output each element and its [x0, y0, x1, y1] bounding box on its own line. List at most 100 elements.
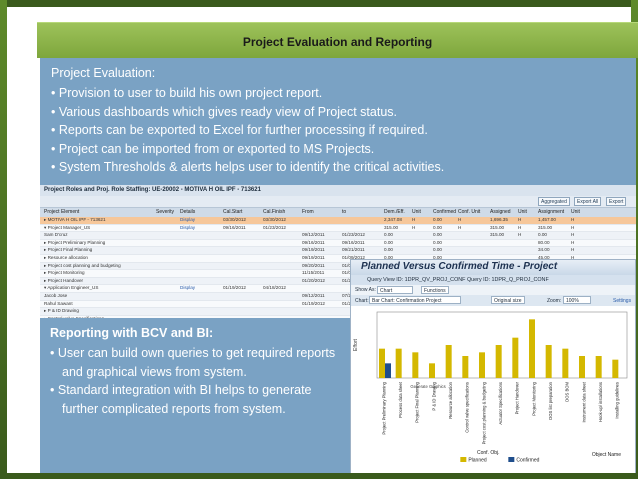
table-row[interactable]: ▸ P & ID Drawing [40, 308, 636, 316]
column-header[interactable]: Conf. Unit [458, 209, 481, 215]
evaluation-bullet: System Thresholds & alerts helps user to… [51, 158, 444, 177]
table-cell: 11/15/2011 [302, 270, 325, 276]
x-tick-label: DOS list preparation [548, 381, 553, 419]
bar-planned [579, 356, 585, 378]
column-header[interactable]: Details [180, 209, 196, 215]
legend-label: Planned [468, 458, 487, 464]
evaluation-bullet: Various dashboards which gives ready vie… [51, 103, 444, 122]
table-cell: ▸ Project Preliminary Planning [44, 239, 106, 245]
project-evaluation-panel: Project Evaluation: Provision to user to… [40, 58, 636, 185]
slide-header: Project Evaluation and Reporting [37, 22, 638, 58]
table-row[interactable]: ▸ MOTIVA H OIL IPF - 713621 Display 03/30/… [40, 217, 636, 225]
x-tick-label: Process data sheet [398, 381, 403, 418]
table-row[interactable]: ▾ Project Manager_US Display 09/16/2011 01/… [40, 224, 636, 233]
table-row[interactable]: ▸ Resource allocation 09/19/2011 01/09/201… [40, 254, 636, 263]
table-cell: ▸ Resource allocation [44, 254, 88, 260]
table-cell: 0.00 [384, 247, 393, 253]
bar-planned [429, 363, 435, 378]
table-cell: 1,457.00 [538, 217, 556, 222]
table-row[interactable]: ▸ Project Preliminary Planning 09/16/2011… [40, 239, 636, 248]
table-cell: 45.00 [538, 254, 550, 260]
left-border [0, 0, 7, 479]
table-header-row: Project Element Severity Details Cal.Start C… [40, 208, 636, 217]
chart-type-select[interactable]: Bar Chart: Confirmation Project [369, 296, 461, 304]
column-header[interactable]: Unit [571, 209, 580, 215]
table-cell: 0.00 [433, 247, 442, 253]
column-header[interactable]: Cal.Finish [263, 209, 286, 215]
column-header[interactable]: Unit [518, 209, 527, 215]
staffing-toolbar: Aggregated Export All Export [40, 196, 636, 208]
column-header[interactable]: Confirmed [433, 209, 457, 215]
table-row[interactable]: ▾ Application Engineer_US Display 01/19/20… [40, 285, 636, 293]
table-cell: 315.00 [490, 224, 505, 230]
bar-planned [529, 319, 535, 378]
column-header[interactable]: Assigned [490, 209, 511, 215]
table-cell: H [412, 224, 416, 230]
show-as-bar: Show As: Chart Functions [351, 285, 635, 295]
column-header[interactable]: Cal.Start [223, 209, 243, 215]
table-cell: 0.00 [433, 239, 442, 245]
table-cell: 09/12/2011 [302, 232, 325, 238]
table-cell: ▸ Project Monitoring [44, 270, 85, 276]
x-tick-label: Actuator Specifications [498, 382, 503, 425]
table-cell: H [571, 217, 575, 222]
table-cell: 09/20/2011 [302, 262, 325, 268]
show-as-select[interactable]: Chart [377, 286, 413, 294]
chart-options-bar: Chart: Bar Chart: Confirmation Project O… [351, 295, 635, 306]
table-row[interactable]: Sam D'cruz 09/12/2011 01/23/2012 0.00 0.00 31… [40, 232, 636, 240]
table-cell: ▾ Project Manager_US [44, 224, 91, 230]
column-header[interactable]: to [342, 209, 347, 215]
table-cell: 01/19/2012 [302, 300, 325, 306]
x-axis-title: Conf. Obj. [477, 450, 500, 456]
export-all-button[interactable]: Export All [574, 197, 602, 206]
settings-link[interactable]: Settings [613, 298, 632, 304]
table-cell: 0.00 [433, 224, 442, 230]
table-cell: 09/21/2011 [342, 247, 365, 253]
original-size-button[interactable]: Original size [491, 296, 525, 304]
table-cell: 1,696.35 [490, 217, 508, 222]
bar-planned [462, 356, 469, 378]
column-header[interactable]: Project Element [44, 209, 80, 215]
column-header[interactable]: Severity [156, 209, 175, 215]
display-link[interactable]: Display [180, 217, 196, 222]
reporting-bullet: User can build own queries to get requir… [50, 344, 346, 381]
table-cell: ▾ Application Engineer_US [44, 285, 99, 291]
table-cell: 09/16/2011 [223, 224, 246, 230]
aggregated-button[interactable]: Aggregated [538, 197, 570, 206]
table-cell: ▸ MOTIVA H OIL IPF - 713621 [44, 217, 106, 222]
display-link[interactable]: Display [180, 224, 196, 230]
chart-window: Planned Versus Confirmed Time - Project … [350, 259, 636, 476]
table-cell: 0.00 [433, 232, 442, 238]
column-header[interactable]: From [302, 209, 314, 215]
legend-swatch [460, 457, 467, 462]
chart-window-title: Planned Versus Confirmed Time - Project [351, 260, 635, 275]
display-link[interactable]: Display [180, 285, 196, 291]
zoom-input[interactable]: 100% [563, 296, 591, 304]
table-cell: 0.00 [433, 254, 442, 260]
table-cell: 0.00 [384, 239, 393, 245]
show-as-label: Show As: [355, 287, 376, 293]
query-view-info: Query View ID: 1DPR_QV_PROJ_CONF Query I… [351, 275, 635, 285]
reporting-heading: Reporting with BCV and BI: [50, 326, 214, 340]
bar-confirmed [385, 363, 391, 378]
column-header[interactable]: Unit [412, 209, 421, 215]
x-tick-label: DOS BOM [565, 381, 570, 401]
table-cell: ▸ P & ID Drawing [44, 308, 79, 314]
column-header[interactable]: Assignment [538, 209, 565, 215]
x-tick-label: Project Handover [515, 381, 520, 414]
table-row[interactable]: ▸ Project Final Planning 09/19/2011 09/21/… [40, 247, 636, 255]
x-tick-label: Installing guidelines [615, 382, 620, 419]
table-cell: 0.00 [384, 232, 393, 238]
export-button[interactable]: Export [606, 197, 627, 206]
table-cell: 0.00 [538, 232, 547, 238]
x-tick-label: Project Final Planning [415, 381, 420, 422]
evaluation-heading: Project Evaluation: [51, 66, 156, 80]
column-header[interactable]: Dem./Eff. [384, 209, 405, 215]
table-cell: H [571, 254, 575, 260]
functions-button[interactable]: Functions [421, 286, 449, 294]
table-cell: 01/19/2012 [223, 285, 246, 291]
bar-planned [395, 348, 402, 378]
table-cell: H [458, 224, 462, 230]
evaluation-bullet: Provision to user to build his own proje… [51, 84, 444, 103]
table-cell: H [412, 217, 416, 222]
